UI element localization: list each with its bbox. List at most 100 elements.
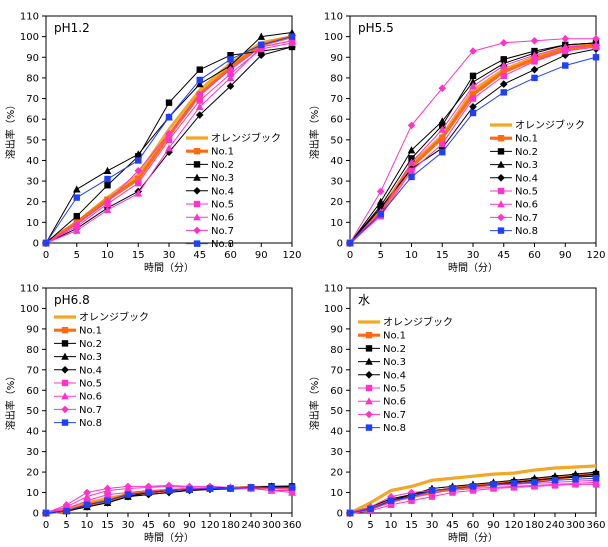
- chart-panel-ph5-5: 0 10 20 30 40 50 60 70 80 90 100 110 0 5 10 15 30 45 60 90 1…: [304, 0, 608, 274]
- y-tick-label: 40: [26, 427, 39, 438]
- data-point: [469, 103, 477, 111]
- legend-item: No.3: [186, 173, 234, 184]
- y-tick-label: 30: [26, 447, 39, 458]
- data-point: [562, 47, 569, 55]
- legend-marker: [365, 332, 373, 339]
- data-point: [469, 95, 477, 102]
- y-tick-label: 100: [324, 32, 343, 43]
- data-point: [42, 509, 50, 517]
- x-tick-label: 120: [282, 250, 301, 261]
- legend-marker: [497, 174, 505, 182]
- data-point: [196, 66, 203, 73]
- x-tick-label: 60: [467, 520, 480, 531]
- legend-label: No.8: [383, 423, 406, 434]
- data-point: [449, 485, 456, 492]
- legend-label: No.3: [383, 357, 406, 368]
- data-point: [145, 489, 152, 496]
- x-tick-label: 240: [545, 520, 564, 531]
- y-tick-label: 80: [26, 73, 39, 84]
- y-tick-label: 80: [330, 73, 343, 84]
- data-point: [408, 155, 415, 162]
- x-tick-label: 60: [528, 250, 541, 261]
- x-tick-label: 360: [282, 520, 301, 531]
- data-point: [73, 212, 80, 220]
- legend-item: No.6: [358, 397, 406, 408]
- y-tick-label: 60: [26, 115, 39, 126]
- data-point: [72, 226, 81, 234]
- data-point: [376, 197, 385, 205]
- legend-item: No.7: [54, 405, 102, 416]
- data-point: [438, 84, 447, 93]
- y-tick-label: 0: [33, 509, 39, 520]
- data-point: [346, 239, 354, 247]
- legend-marker: [365, 357, 373, 365]
- data-point: [103, 197, 112, 206]
- data-point: [103, 205, 112, 214]
- data-point: [376, 187, 385, 196]
- data-point: [499, 61, 508, 69]
- x-tick-label: 30: [426, 520, 439, 531]
- legend-item: オレンジブック: [54, 311, 149, 324]
- x-axis-label: 時間（分）: [144, 532, 194, 544]
- y-tick-label: 110: [20, 284, 39, 295]
- y-tick-label: 0: [33, 239, 39, 250]
- x-tick-label: 0: [347, 520, 353, 531]
- legend-label: No.2: [383, 344, 406, 355]
- data-point: [104, 175, 111, 183]
- chart-panel-water: 0 10 20 30 40 50 60 70 80 90 100 110 0 5 10 15 30 45 60 90 1…: [304, 273, 608, 546]
- legend-label: No.6: [515, 200, 538, 211]
- data-point: [165, 487, 173, 494]
- data-point: [428, 493, 436, 500]
- y-tick-label: 50: [330, 135, 343, 146]
- data-point: [561, 51, 570, 60]
- data-point: [499, 39, 508, 47]
- legend-item: No.8: [186, 239, 234, 250]
- x-tick-label: 120: [200, 520, 219, 531]
- data-point: [408, 497, 415, 504]
- series-line: [349, 464, 597, 515]
- data-point: [135, 157, 142, 164]
- y-tick-label: 100: [324, 304, 343, 315]
- legend-item: No.6: [54, 392, 102, 403]
- x-tick-label: 0: [43, 250, 49, 261]
- legend-marker: [61, 405, 69, 414]
- legend-item: No.6: [186, 213, 234, 224]
- data-point: [226, 61, 235, 69]
- y-tick-label: 60: [330, 115, 343, 126]
- legend-item: No.7: [186, 226, 234, 237]
- x-tick-label: 45: [193, 250, 206, 261]
- y-tick-label: 30: [26, 177, 39, 188]
- x-tick-label: 60: [163, 520, 176, 531]
- data-point: [165, 129, 173, 138]
- legend-label: No.5: [211, 200, 234, 211]
- legend-item: No.5: [490, 187, 538, 198]
- data-point: [499, 80, 508, 88]
- y-tick-label: 110: [324, 284, 343, 295]
- data-point: [73, 194, 80, 201]
- data-point: [510, 480, 518, 487]
- data-point: [103, 166, 112, 174]
- series-no-8: [346, 54, 600, 247]
- data-point: [428, 487, 436, 494]
- data-point: [500, 72, 507, 80]
- y-tick-label: 70: [26, 365, 39, 376]
- legend-label: No.7: [383, 410, 406, 421]
- legend-item: No.5: [358, 384, 406, 395]
- x-tick-label: 5: [367, 520, 373, 531]
- data-point: [408, 173, 415, 181]
- legend-label: No.5: [515, 187, 538, 198]
- legend-marker: [193, 213, 201, 221]
- y-tick-label: 30: [330, 177, 343, 188]
- x-tick-label: 90: [559, 250, 572, 261]
- data-point: [227, 70, 234, 77]
- legend-label: No.6: [79, 392, 102, 403]
- data-point: [377, 210, 384, 218]
- data-point: [268, 484, 275, 491]
- data-point: [531, 58, 538, 65]
- legend-label: No.4: [383, 370, 406, 381]
- data-point: [439, 122, 446, 129]
- legend-label: No.4: [515, 173, 538, 184]
- data-point: [134, 166, 143, 175]
- data-point: [104, 182, 111, 189]
